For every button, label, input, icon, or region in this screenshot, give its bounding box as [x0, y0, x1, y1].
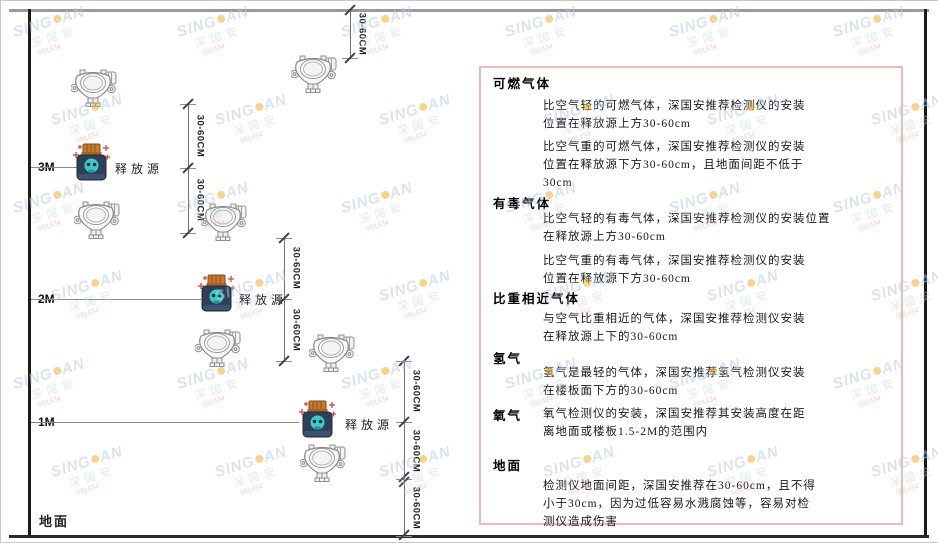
brand-watermark: SING AN 深国安 081434	[48, 442, 126, 497]
section-title: 地面	[493, 459, 523, 473]
panel-text-line: 比空气轻的可燃气体，深国安推荐检测仪的安装	[543, 100, 806, 112]
brand-dot-icon	[90, 278, 101, 289]
brand-watermark: SING AN 深国安 081434	[338, 178, 416, 233]
release-source-icon	[298, 400, 337, 438]
brand-dot-icon	[90, 454, 101, 465]
brand-dot-icon	[380, 366, 391, 377]
panel-text-line: 在释放源上方30-60cm	[543, 231, 666, 243]
section-oxygen: 氧气 氧气检测仪的安装，深国安推荐其安装高度在距 离地面或楼板1.5-2M的范围…	[481, 405, 901, 441]
gas-detector-icon	[195, 329, 241, 367]
ground-line	[9, 535, 929, 538]
section-title: 氧气	[493, 409, 523, 423]
gas-detector-icon	[300, 444, 346, 482]
instruction-panel: 可燃气体 比空气轻的可燃气体，深国安推荐检测仪的安装 位置在释放源上方30-60…	[479, 66, 903, 528]
panel-text-line: 比空气重的可燃气体，深国安推荐检测仪的安装	[543, 141, 806, 153]
right-wall-line	[924, 9, 927, 538]
section-title: 比重相近气体	[493, 292, 581, 306]
section-similar-density-gas: 比重相近气体 与空气比重相近的气体，深国安推荐检测仪安装 在释放源上下的30-6…	[481, 288, 901, 346]
gas-detector-icon	[309, 334, 355, 372]
brand-dot-icon	[418, 102, 429, 113]
release-source-label: 释放源	[239, 293, 288, 307]
brand-watermark: SING AN 深国安 081434	[212, 90, 290, 145]
panel-text-line: 30cm	[543, 177, 573, 189]
brand-watermark: SING AN 深国安 081434	[10, 354, 88, 409]
dimension-label: 30-60CM	[194, 114, 206, 158]
release-source-icon	[197, 274, 236, 312]
section-flammable-gas: 可燃气体 比空气轻的可燃气体，深国安推荐检测仪的安装 位置在释放源上方30-60…	[481, 73, 901, 192]
ground-label: 地面	[39, 514, 70, 529]
left-wall-line	[28, 9, 31, 538]
panel-text-line: 比空气轻的有毒气体，深国安推荐检测仪的安装位置	[543, 213, 831, 225]
brand-dot-icon	[708, 14, 719, 25]
brand-dot-icon	[52, 190, 63, 201]
panel-text-line: 位置在释放源下方30-60cm	[543, 273, 691, 285]
brand-dot-icon	[216, 14, 227, 25]
brand-dot-icon	[544, 14, 555, 25]
gas-detector-icon	[291, 55, 337, 93]
brand-dot-icon	[910, 278, 921, 289]
section-title: 可燃气体	[493, 77, 552, 91]
level-line-3m	[31, 167, 79, 168]
panel-text-line: 氢气是最轻的气体，深国安推荐氢气检测仪安装	[543, 367, 806, 379]
release-source-label: 释放源	[345, 418, 394, 432]
brand-dot-icon	[254, 454, 265, 465]
section-hydrogen: 氢气 氢气是最轻的气体，深国安推荐氢气检测仪安装 在楼板面下方的30-60cm	[481, 348, 901, 400]
level-line-2m	[31, 299, 201, 300]
dimension-label: 30-60CM	[410, 486, 422, 530]
brand-dot-icon	[910, 102, 921, 113]
level-line-1m	[31, 422, 299, 423]
release-source-label: 释放源	[115, 162, 164, 176]
dimension-label: 30-60CM	[290, 308, 302, 352]
dimension-line	[350, 10, 351, 58]
section-title: 氢气	[493, 352, 523, 366]
dimension-label: 30-60CM	[290, 246, 302, 290]
brand-dot-icon	[254, 102, 265, 113]
panel-text-line: 检测仪地面间距，深国安推荐在30-60cm，且不得	[543, 480, 816, 492]
brand-watermark: SING AN 深国安 081434	[376, 90, 454, 145]
panel-text-line: 在楼板面下方的30-60cm	[543, 385, 679, 397]
brand-dot-icon	[216, 190, 227, 201]
brand-dot-icon	[380, 190, 391, 201]
brand-watermark: SING AN 深国安 081434	[48, 266, 126, 321]
brand-dot-icon	[52, 14, 63, 25]
panel-text-line: 氧气检测仪的安装，深国安推荐其安装高度在距	[543, 408, 806, 420]
section-ground: 地面 检测仪地面间距，深国安推荐在30-60cm，且不得 小于30cm，因为过低…	[481, 455, 901, 531]
ceiling-line	[9, 9, 929, 12]
brand-dot-icon	[216, 366, 227, 377]
brand-dot-icon	[910, 454, 921, 465]
brand-dot-icon	[418, 278, 429, 289]
dimension-line	[404, 361, 405, 537]
brand-dot-icon	[872, 14, 883, 25]
brand-watermark: SING AN 深国安 081434	[376, 266, 454, 321]
section-title: 有毒气体	[493, 197, 552, 211]
panel-text-line: 小于30cm，因为过低容易水溅腐蚀等，容易对检	[543, 498, 811, 510]
dimension-label: 30-60CM	[194, 178, 206, 222]
gas-detector-icon	[74, 201, 120, 239]
panel-text-line: 测仪造成伤害	[543, 516, 618, 528]
brand-dot-icon	[380, 14, 391, 25]
dimension-label: 30-60CM	[410, 429, 422, 473]
release-source-icon	[72, 143, 111, 181]
brand-watermark: SING AN 深国安 081434	[212, 442, 290, 497]
gas-detector-icon	[201, 203, 247, 241]
brand-dot-icon	[52, 366, 63, 377]
panel-text-line: 在释放源上下的30-60cm	[543, 331, 679, 343]
panel-text-line: 比空气重的有毒气体，深国安推荐检测仪的安装	[543, 255, 806, 267]
panel-text-line: 与空气比重相近的气体，深国安推荐检测仪安装	[543, 313, 806, 325]
panel-text-line: 离地面或楼板1.5-2M的范围内	[543, 426, 709, 438]
dimension-label: 30-60CM	[356, 12, 368, 56]
brand-dot-icon	[254, 278, 265, 289]
gas-detector-icon	[71, 69, 117, 107]
section-toxic-gas: 有毒气体 比空气轻的有毒气体，深国安推荐检测仪的安装位置 在释放源上方30-60…	[481, 193, 901, 288]
dimension-label: 30-60CM	[410, 369, 422, 413]
panel-text-line: 位置在释放源上方30-60cm	[543, 118, 691, 130]
panel-text-line: 位置在释放源下方30-60cm，且地面间距不低于	[543, 159, 804, 171]
